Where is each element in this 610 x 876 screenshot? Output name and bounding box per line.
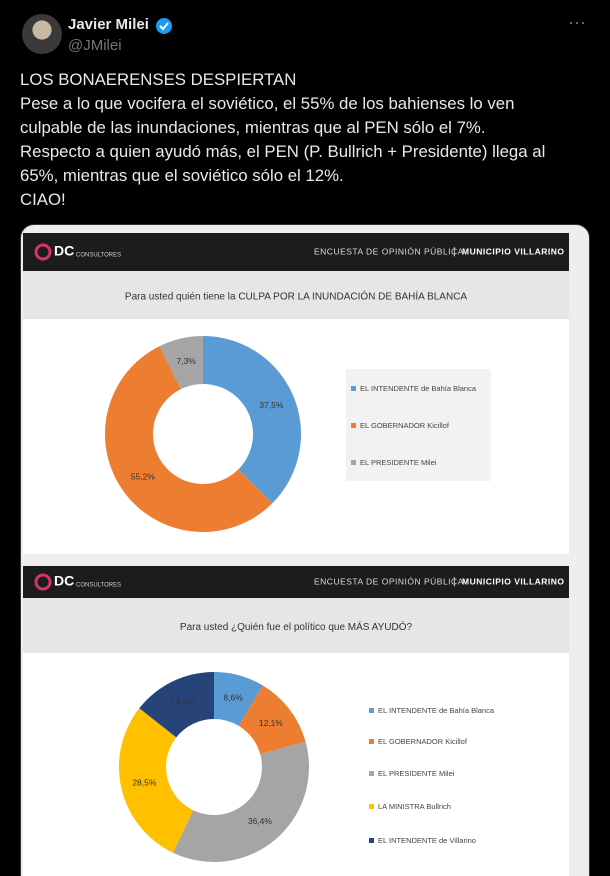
text-line: Pese a lo que vocifera el soviético, el …	[20, 94, 515, 113]
legend-swatch	[351, 386, 356, 391]
legend-swatch	[369, 838, 374, 843]
logo-icon	[34, 243, 52, 261]
avatar[interactable]	[22, 14, 62, 54]
author[interactable]: Javier Milei	[68, 16, 149, 33]
verified-badge	[156, 18, 172, 34]
place-label: MUNICIPIO VILLARINO	[462, 576, 565, 586]
text-line: 65%, mientras que el soviético sólo el 1…	[20, 166, 344, 185]
donut-segment	[238, 685, 306, 755]
donut-segment	[214, 672, 263, 726]
chart-title: Para usted ¿Quién fue el político que MÁ…	[180, 620, 413, 633]
logo-sub: CONSULTORES	[76, 583, 121, 589]
legend-box	[346, 369, 491, 481]
logo-sub: CONSULTORES	[76, 253, 121, 259]
more-menu[interactable]: ···	[568, 12, 586, 32]
tweet-text: LOS BONAERENSES DESPIERTAN Pese a lo que …	[20, 68, 545, 212]
legend-label: EL INTENDENTE de Bahía Blanca	[360, 384, 477, 393]
value-label: 8,6%	[223, 692, 243, 702]
text-line: CIAO!	[20, 190, 66, 209]
donut-segment	[139, 672, 214, 738]
slide-header	[23, 233, 569, 271]
donut-segment	[203, 336, 301, 504]
separator: |	[453, 577, 456, 588]
legend-swatch	[351, 423, 356, 428]
value-label: 7,3%	[176, 356, 196, 366]
place-label: MUNICIPIO VILLARINO	[462, 246, 565, 256]
legend-label: EL INTENDENTE de Villarino	[378, 836, 476, 845]
survey-label: ENCUESTA DE OPINIÓN PÚBLICA	[314, 246, 464, 256]
text-line: LOS BONAERENSES DESPIERTAN	[20, 70, 297, 89]
separator: |	[453, 247, 456, 258]
donut-segment	[118, 708, 194, 853]
legend-label: EL INTENDENTE de Bahía Blanca	[378, 706, 495, 715]
slide-header	[23, 566, 569, 598]
legend-swatch	[369, 708, 374, 713]
handle[interactable]: @JMilei	[68, 37, 122, 54]
value-label: 55,2%	[131, 471, 156, 481]
value-label: 37,5%	[259, 400, 284, 410]
legend-swatch	[351, 460, 356, 465]
donut-segment	[159, 336, 203, 390]
legend-label: EL PRESIDENTE Milei	[360, 458, 437, 467]
chart-title: Para usted quién tiene la CULPA POR LA I…	[125, 290, 468, 303]
title-band	[23, 598, 569, 653]
legend-label: EL GOBERNADOR Kicillof	[360, 421, 450, 430]
logo: DC	[54, 243, 74, 259]
logo-icon	[34, 573, 52, 591]
value-label: 36,4%	[248, 816, 273, 826]
legend-label: LA MINISTRA Bullrich	[378, 802, 451, 811]
value-label: 12,1%	[259, 718, 284, 728]
donut-segment	[104, 346, 273, 532]
legend-label: EL PRESIDENTE Milei	[378, 769, 455, 778]
image: DC CONSULTORES ENCUESTA DE OPINIÓN PÚBLICA…	[23, 233, 569, 876]
legend-swatch	[369, 739, 374, 744]
text-line: culpable de las inundaciones, mientras q…	[20, 118, 486, 137]
value-label: 14,4%	[171, 697, 196, 707]
legend-swatch	[369, 771, 374, 776]
title-band	[23, 271, 569, 319]
image-card[interactable]: DC CONSULTORES ENCUESTA DE OPINIÓN PÚBLICA…	[20, 224, 590, 876]
donut-segment	[173, 741, 309, 862]
legend-swatch	[369, 804, 374, 809]
survey-label: ENCUESTA DE OPINIÓN PÚBLICA	[314, 576, 464, 586]
logo: DC	[54, 573, 74, 589]
legend-label: EL GOBERNADOR Kicillof	[378, 737, 468, 746]
text-line: Respecto a quien ayudó más, el PEN (P. B…	[20, 142, 546, 161]
value-label: 28,5%	[132, 778, 157, 788]
